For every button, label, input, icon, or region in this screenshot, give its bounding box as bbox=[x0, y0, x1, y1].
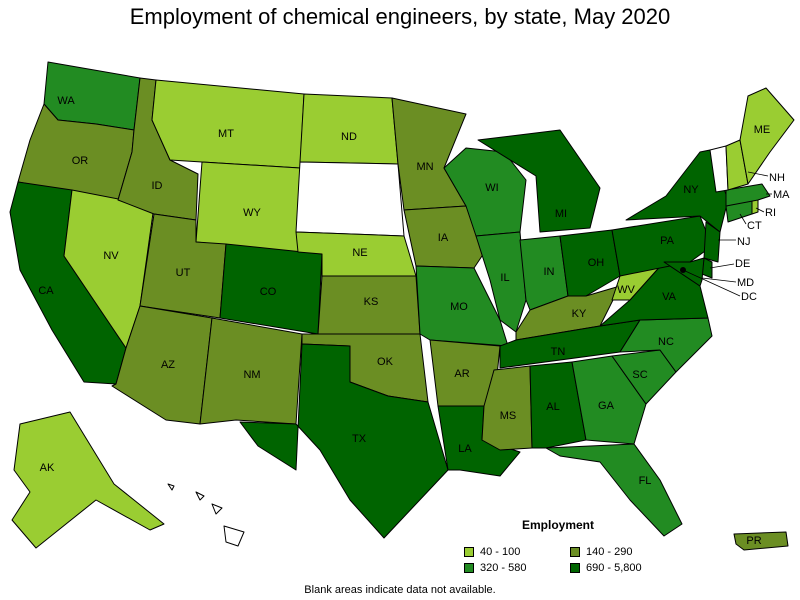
state-pr[interactable] bbox=[733, 531, 789, 551]
label-nm: NM bbox=[243, 369, 260, 381]
label-dc: DC bbox=[741, 291, 757, 303]
label-il: IL bbox=[500, 272, 509, 284]
legend-swatch-4 bbox=[570, 563, 580, 573]
label-ne: NE bbox=[352, 247, 367, 259]
state-mt[interactable] bbox=[151, 79, 305, 169]
label-or: OR bbox=[72, 155, 89, 167]
label-ar: AR bbox=[454, 368, 469, 380]
legend-label-3: 320 - 580 bbox=[480, 562, 527, 574]
label-wv: WV bbox=[617, 284, 635, 296]
state-nj[interactable] bbox=[703, 221, 721, 263]
label-ky: KY bbox=[572, 308, 587, 320]
label-de: DE bbox=[735, 258, 750, 270]
legend-swatch-1 bbox=[464, 547, 474, 557]
legend-title: Employment bbox=[522, 518, 595, 532]
leader-lines bbox=[682, 171, 772, 297]
label-ok: OK bbox=[377, 356, 394, 368]
state-ma[interactable] bbox=[725, 183, 771, 207]
label-nv: NV bbox=[103, 250, 119, 262]
state-fl[interactable] bbox=[545, 443, 683, 537]
label-me: ME bbox=[754, 124, 771, 136]
state-me[interactable] bbox=[739, 87, 795, 185]
state-hi[interactable] bbox=[167, 483, 245, 547]
label-tn: TN bbox=[551, 346, 566, 358]
legend-label-4: 690 - 5,800 bbox=[586, 562, 642, 574]
label-ri: RI bbox=[765, 207, 776, 219]
legend-item: 320 - 580 bbox=[464, 562, 526, 574]
footnote: Blank areas indicate data not available. bbox=[304, 584, 496, 596]
label-al: AL bbox=[546, 401, 559, 413]
label-ny: NY bbox=[683, 184, 699, 196]
label-nc: NC bbox=[658, 336, 674, 348]
label-la: LA bbox=[458, 443, 472, 455]
label-ak: AK bbox=[40, 462, 55, 474]
label-tx: TX bbox=[352, 433, 367, 445]
legend-label-1: 40 - 100 bbox=[480, 546, 521, 558]
label-id: ID bbox=[152, 180, 163, 192]
state-ri[interactable] bbox=[751, 199, 759, 215]
label-co: CO bbox=[260, 286, 277, 298]
label-pr: PR bbox=[746, 535, 761, 547]
state-oh[interactable] bbox=[559, 229, 621, 297]
legend-swatch-2 bbox=[570, 547, 580, 557]
label-mn: MN bbox=[416, 161, 433, 173]
label-in: IN bbox=[544, 266, 555, 278]
state-sd[interactable] bbox=[295, 161, 405, 237]
state-pa[interactable] bbox=[611, 215, 713, 277]
label-mt: MT bbox=[218, 128, 234, 140]
state-al[interactable] bbox=[529, 361, 587, 449]
legend-item: 690 - 5,800 bbox=[570, 562, 642, 574]
label-ga: GA bbox=[598, 400, 615, 412]
label-az: AZ bbox=[161, 359, 175, 371]
legend-item: 40 - 100 bbox=[464, 546, 520, 558]
state-ak[interactable] bbox=[11, 411, 165, 549]
label-mo: MO bbox=[450, 301, 468, 313]
state-nm[interactable] bbox=[199, 317, 303, 425]
label-ut: UT bbox=[176, 267, 191, 279]
label-nj: NJ bbox=[737, 236, 750, 248]
state-tx[interactable] bbox=[239, 343, 449, 539]
label-pa: PA bbox=[660, 235, 675, 247]
label-mi: MI bbox=[555, 208, 567, 220]
state-nd[interactable] bbox=[299, 93, 399, 165]
state-mi[interactable] bbox=[477, 129, 601, 233]
label-wi: WI bbox=[485, 182, 498, 194]
label-va: VA bbox=[662, 291, 677, 303]
label-ma: MA bbox=[773, 189, 790, 201]
map-title: Employment of chemical engineers, by sta… bbox=[129, 4, 671, 29]
label-ia: IA bbox=[438, 232, 449, 244]
label-ca: CA bbox=[38, 285, 54, 297]
label-wy: WY bbox=[243, 207, 261, 219]
label-sc: SC bbox=[632, 369, 647, 381]
state-wi[interactable] bbox=[443, 147, 527, 237]
legend-label-2: 140 - 290 bbox=[586, 546, 633, 558]
label-fl: FL bbox=[639, 475, 652, 487]
label-nd: ND bbox=[341, 131, 357, 143]
label-ct: CT bbox=[747, 220, 762, 232]
legend-item: 140 - 290 bbox=[570, 546, 632, 558]
label-nh: NH bbox=[769, 172, 785, 184]
legend-swatch-3 bbox=[464, 563, 474, 573]
label-ms: MS bbox=[500, 410, 517, 422]
label-oh: OH bbox=[588, 257, 605, 269]
label-md: MD bbox=[737, 277, 754, 289]
state-mn[interactable] bbox=[391, 97, 467, 211]
label-wa: WA bbox=[57, 95, 75, 107]
label-ks: KS bbox=[364, 296, 379, 308]
